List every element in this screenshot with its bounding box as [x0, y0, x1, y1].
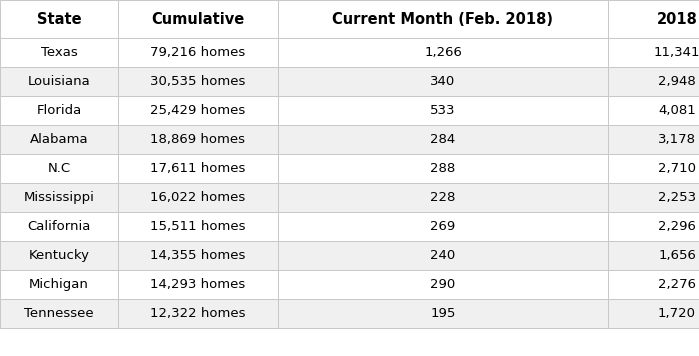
- Text: 2,296: 2,296: [658, 220, 696, 233]
- Bar: [0, 270, 118, 299]
- Bar: [278, 96, 608, 125]
- Text: Kentucky: Kentucky: [29, 249, 89, 262]
- Text: 284: 284: [431, 133, 456, 146]
- Text: 1,720: 1,720: [658, 307, 696, 320]
- Bar: [118, 67, 278, 96]
- Text: 2018: 2018: [656, 11, 698, 26]
- Bar: [118, 38, 278, 67]
- Text: 25,429 homes: 25,429 homes: [150, 104, 245, 117]
- Bar: [608, 241, 699, 270]
- Bar: [118, 96, 278, 125]
- Bar: [0, 125, 118, 154]
- Text: 17,611 homes: 17,611 homes: [150, 162, 245, 175]
- Text: 2,253: 2,253: [658, 191, 696, 204]
- Bar: [278, 0, 608, 38]
- Text: 240: 240: [431, 249, 456, 262]
- Bar: [118, 299, 278, 328]
- Text: 3,178: 3,178: [658, 133, 696, 146]
- Bar: [278, 38, 608, 67]
- Bar: [278, 270, 608, 299]
- Text: 290: 290: [431, 278, 456, 291]
- Bar: [0, 183, 118, 212]
- Bar: [608, 270, 699, 299]
- Bar: [608, 299, 699, 328]
- Bar: [278, 212, 608, 241]
- Bar: [278, 241, 608, 270]
- Text: 228: 228: [431, 191, 456, 204]
- Text: State: State: [36, 11, 81, 26]
- Bar: [0, 154, 118, 183]
- Text: Mississippi: Mississippi: [24, 191, 94, 204]
- Bar: [0, 299, 118, 328]
- Text: 11,341: 11,341: [654, 46, 699, 59]
- Text: Tennessee: Tennessee: [24, 307, 94, 320]
- Bar: [278, 125, 608, 154]
- Bar: [608, 154, 699, 183]
- Text: Louisiana: Louisiana: [28, 75, 90, 88]
- Text: 4,081: 4,081: [658, 104, 696, 117]
- Text: 533: 533: [431, 104, 456, 117]
- Bar: [608, 212, 699, 241]
- Text: 18,869 homes: 18,869 homes: [150, 133, 245, 146]
- Bar: [608, 0, 699, 38]
- Text: 79,216 homes: 79,216 homes: [150, 46, 245, 59]
- Text: 1,656: 1,656: [658, 249, 696, 262]
- Text: 288: 288: [431, 162, 456, 175]
- Text: Alabama: Alabama: [29, 133, 88, 146]
- Bar: [118, 125, 278, 154]
- Bar: [278, 154, 608, 183]
- Text: Michigan: Michigan: [29, 278, 89, 291]
- Bar: [0, 96, 118, 125]
- Text: 30,535 homes: 30,535 homes: [150, 75, 245, 88]
- Bar: [118, 270, 278, 299]
- Text: 2,948: 2,948: [658, 75, 696, 88]
- Bar: [278, 67, 608, 96]
- Bar: [0, 0, 118, 38]
- Bar: [0, 67, 118, 96]
- Bar: [608, 38, 699, 67]
- Text: Florida: Florida: [36, 104, 82, 117]
- Text: 14,355 homes: 14,355 homes: [150, 249, 245, 262]
- Bar: [118, 0, 278, 38]
- Bar: [608, 96, 699, 125]
- Text: California: California: [27, 220, 91, 233]
- Text: 12,322 homes: 12,322 homes: [150, 307, 246, 320]
- Bar: [0, 241, 118, 270]
- Text: 269: 269: [431, 220, 456, 233]
- Bar: [608, 125, 699, 154]
- Text: 14,293 homes: 14,293 homes: [150, 278, 245, 291]
- Bar: [608, 67, 699, 96]
- Text: Cumulative: Cumulative: [152, 11, 245, 26]
- Text: Current Month (Feb. 2018): Current Month (Feb. 2018): [333, 11, 554, 26]
- Bar: [278, 299, 608, 328]
- Bar: [0, 38, 118, 67]
- Text: 16,022 homes: 16,022 homes: [150, 191, 245, 204]
- Text: 2,710: 2,710: [658, 162, 696, 175]
- Text: 1,266: 1,266: [424, 46, 462, 59]
- Text: 340: 340: [431, 75, 456, 88]
- Bar: [118, 154, 278, 183]
- Bar: [608, 183, 699, 212]
- Text: 195: 195: [431, 307, 456, 320]
- Bar: [118, 212, 278, 241]
- Text: Texas: Texas: [41, 46, 78, 59]
- Text: N.C: N.C: [48, 162, 71, 175]
- Text: 2,276: 2,276: [658, 278, 696, 291]
- Text: 15,511 homes: 15,511 homes: [150, 220, 246, 233]
- Bar: [278, 183, 608, 212]
- Bar: [0, 212, 118, 241]
- Bar: [118, 183, 278, 212]
- Bar: [118, 241, 278, 270]
